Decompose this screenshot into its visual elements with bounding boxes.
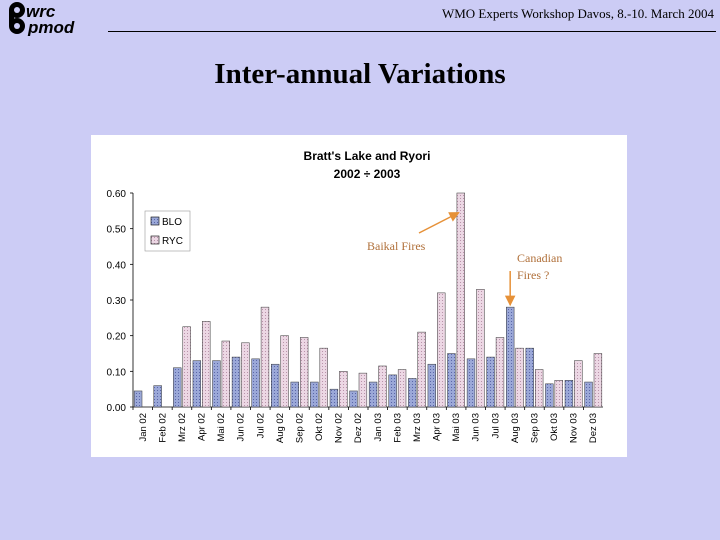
y-tick-label: 0.20 [107, 332, 127, 343]
bar-blo [212, 360, 221, 408]
bar-ryc [221, 340, 230, 408]
x-tick-label: Feb 03 [392, 413, 403, 443]
chart-panel: Bratt's Lake and Ryori 2002 ÷ 2003 0.00 0… [91, 135, 627, 457]
bar-ryc [182, 326, 191, 408]
x-tick-label: Sep 03 [529, 413, 540, 443]
legend-swatch-ryc [150, 235, 160, 245]
x-tick-label: Mai 03 [451, 413, 462, 442]
bar-ryc [417, 331, 426, 408]
chart-subtitle: 2002 ÷ 2003 [334, 167, 401, 181]
bar-blo [486, 356, 495, 408]
bar-blo [506, 306, 515, 408]
bar-blo [310, 381, 319, 408]
bar-ryc [515, 347, 524, 408]
x-tick-label: Apr 02 [197, 413, 208, 441]
bar-blo [584, 381, 593, 408]
bar-ryc [397, 369, 407, 408]
bar-ryc [260, 306, 270, 408]
x-tick-label: Mrz 03 [412, 413, 423, 442]
x-tick-label: Mai 02 [216, 413, 227, 442]
x-tick-label: Sep 02 [294, 413, 305, 443]
bar-blo [545, 383, 554, 408]
bar-blo [133, 390, 143, 408]
bar-ryc [534, 369, 544, 408]
logo-text-top: wrc [26, 2, 56, 21]
bar-blo [329, 388, 339, 408]
x-tick-label: Apr 03 [432, 413, 443, 441]
bar-blo [525, 347, 534, 408]
bar-ryc [241, 342, 250, 408]
bar-blo [192, 360, 202, 408]
bar-blo [251, 358, 260, 408]
bar-ryc [378, 365, 387, 408]
x-tick-label: Nov 02 [334, 413, 345, 443]
arrow-baikal [418, 211, 460, 234]
bar-ryc [554, 380, 563, 408]
bar-blo [408, 378, 417, 408]
legend-label-ryc: RYC [162, 236, 183, 247]
bar-ryc [319, 347, 328, 408]
chart-title: Bratt's Lake and Ryori [304, 149, 431, 163]
bar-ryc [593, 353, 603, 408]
bar-blo [349, 390, 358, 408]
x-tick-label: Dez 02 [353, 413, 364, 443]
y-tick-label: 0.10 [107, 367, 127, 378]
annotation-canadian-line1: Canadian [517, 251, 562, 265]
x-tick-label: Feb 02 [157, 413, 168, 443]
bar-ryc [456, 192, 465, 408]
bar-blo [427, 363, 437, 408]
x-tick-label: Nov 03 [569, 413, 580, 443]
chart-svg: Bratt's Lake and Ryori 2002 ÷ 2003 0.000… [107, 149, 603, 443]
bar-blo [153, 385, 162, 408]
bar-blo [368, 381, 378, 408]
bar-ryc [280, 335, 289, 408]
workshop-header: WMO Experts Workshop Davos, 8.-10. March… [441, 6, 714, 21]
bar-blo [388, 374, 397, 408]
bar-ryc [574, 360, 583, 408]
bar-blo [231, 356, 241, 408]
annotation-canadian-line2: Fires ? [517, 268, 549, 282]
bar-ryc [476, 289, 485, 408]
bar-ryc [495, 337, 505, 408]
plot-area: 0.00 0.10 0.20 0.30 0.40 0.50 0.60 Jan 02 Feb 02… [107, 189, 603, 443]
x-tick-label: Okt 02 [314, 413, 325, 441]
logo-text-bottom: pmod [27, 18, 75, 36]
x-tick-label: Jul 02 [255, 413, 266, 438]
legend: BLO RYC [144, 210, 191, 252]
y-tick-label: 0.50 [107, 225, 127, 236]
y-tick-label: 0.60 [107, 189, 127, 200]
bar-ryc [202, 321, 211, 408]
bar-blo [447, 353, 456, 408]
x-tick-label: Okt 03 [549, 413, 560, 441]
bar-ryc [437, 292, 446, 408]
annotation-baikal: Baikal Fires [367, 239, 426, 253]
x-tick-label: Jun 02 [236, 413, 247, 442]
x-tick-label: Aug 03 [510, 413, 521, 443]
x-tick-label: Jan 02 [138, 413, 149, 442]
wrc-pmod-logo: wrc pmod [9, 2, 75, 36]
x-tick-label: Mrz 02 [177, 413, 188, 442]
bar-blo [564, 380, 574, 408]
header-rule [108, 31, 716, 32]
x-tick-label: Jul 03 [490, 413, 501, 438]
bar-blo [466, 358, 476, 408]
bar-ryc [339, 371, 348, 408]
bar-blo [271, 363, 280, 408]
x-tick-label: Jan 03 [373, 413, 384, 442]
legend-label-blo: BLO [162, 217, 182, 228]
bar-blo [290, 381, 299, 408]
y-tick-label: 0.30 [107, 296, 127, 307]
x-tick-label: Aug 02 [275, 413, 286, 443]
legend-swatch-blo [150, 216, 160, 226]
x-tick-label: Dez 03 [588, 413, 599, 443]
bar-ryc [358, 372, 368, 408]
x-tick-label: Jun 03 [471, 413, 482, 442]
slide-title: Inter-annual Variations [214, 58, 506, 90]
y-tick-label: 0.40 [107, 260, 127, 271]
bar-blo [173, 367, 182, 408]
bar-ryc [299, 337, 309, 408]
y-tick-label: 0.00 [107, 403, 127, 414]
